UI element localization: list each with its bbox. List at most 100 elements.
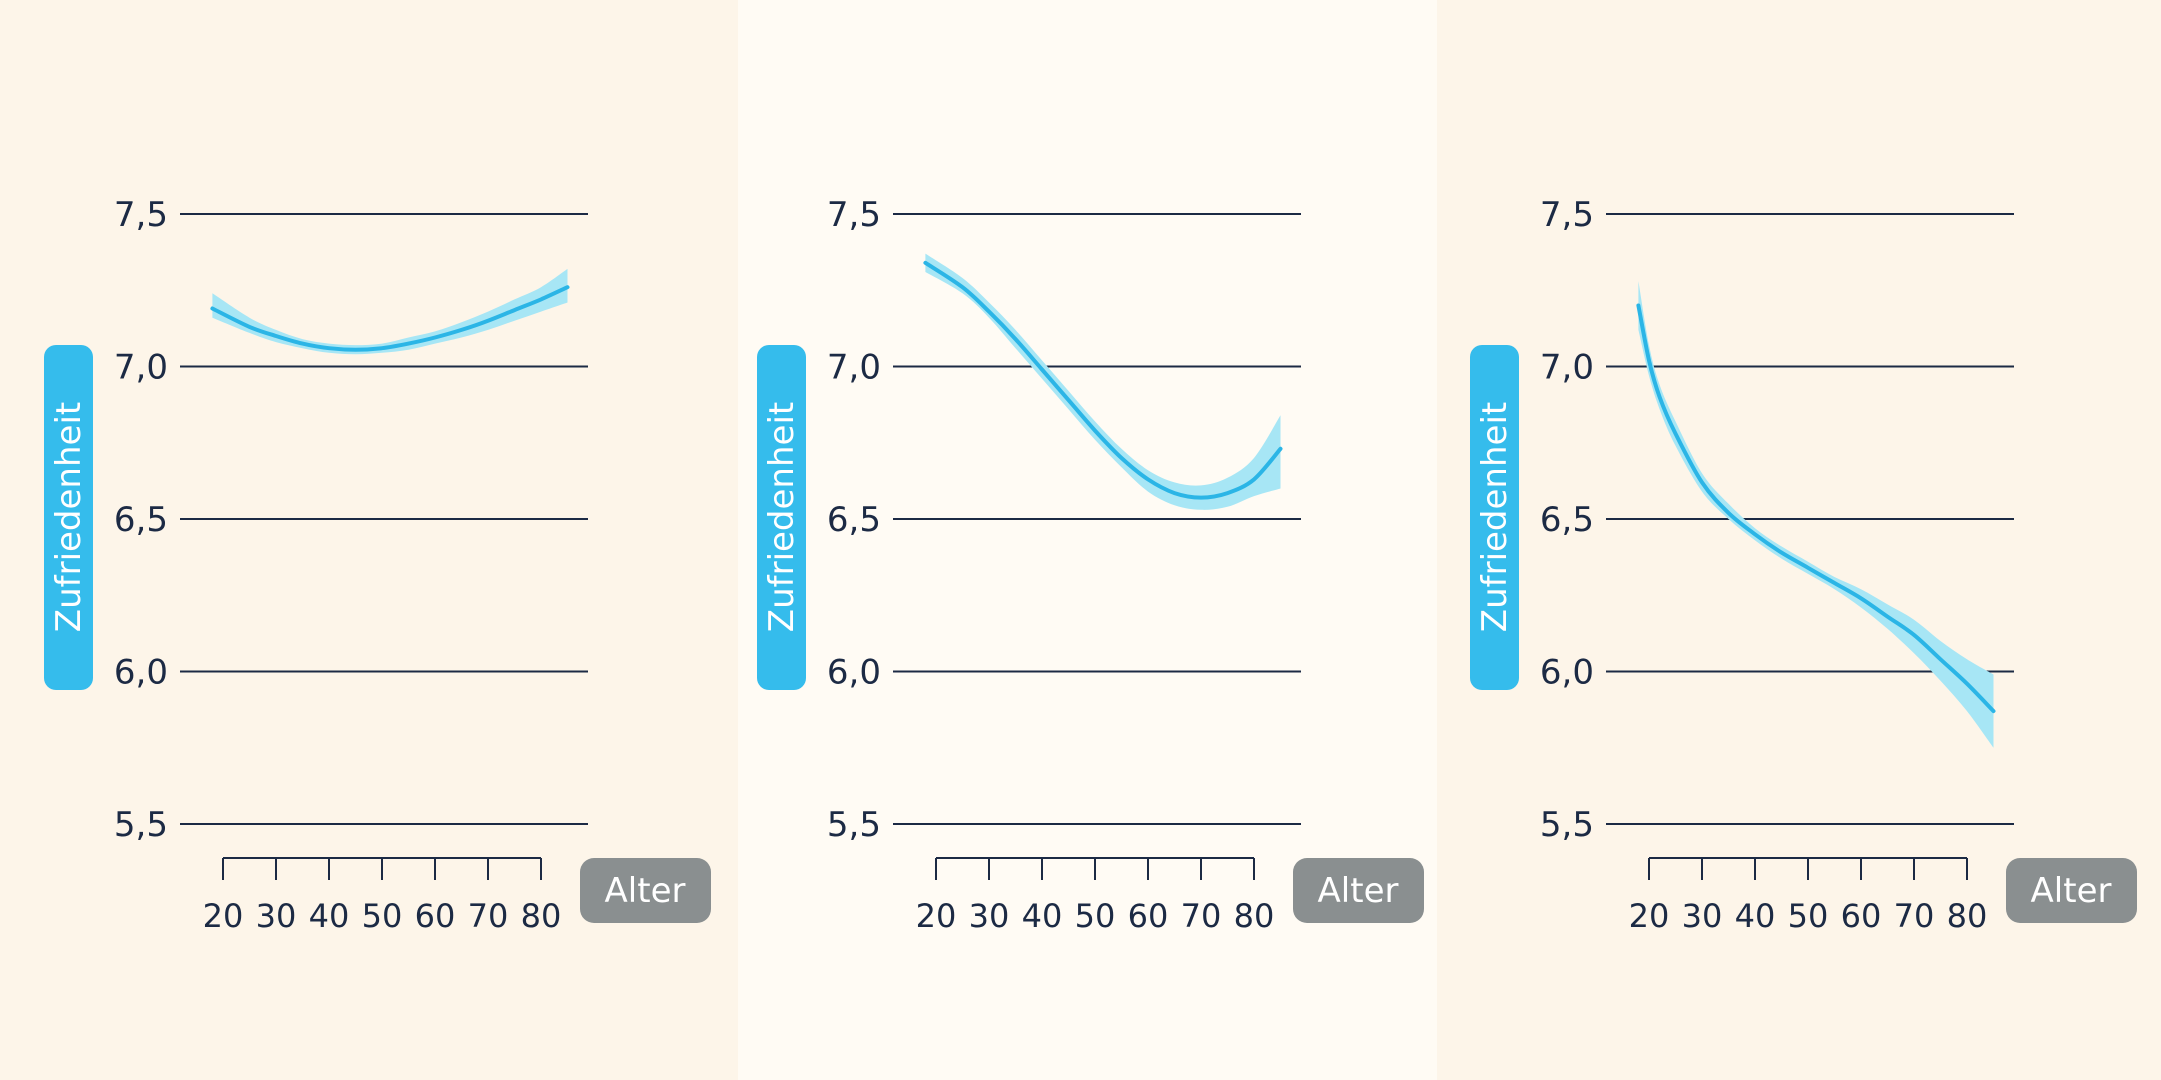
data-point: [433, 336, 437, 340]
data-point: [513, 308, 517, 312]
y-tick-label: 6,5: [1540, 500, 1594, 540]
x-tick-label: 30: [969, 897, 1010, 935]
x-tick-label: 80: [1947, 897, 1988, 935]
y-axis-label-pill: [44, 345, 93, 690]
x-tick-label: 40: [1022, 897, 1063, 935]
x-tick-label: 20: [203, 897, 244, 935]
series-line: [1636, 303, 1996, 714]
data-point: [274, 334, 278, 338]
x-tick-label: 60: [1841, 897, 1882, 935]
data-point: [1093, 429, 1097, 433]
x-tick-label: 40: [1735, 897, 1776, 935]
x-axis-label-pill: [580, 858, 711, 923]
data-point: [407, 342, 411, 346]
chart-panel-3: 5,5 6,0 6,5 7,0 7,5 20 30 40 50 60 70 80 Zufriedenhe…: [1470, 195, 2137, 935]
data-point: [1040, 368, 1044, 372]
x-tick-label: 70: [1181, 897, 1222, 935]
x-tick-label: 30: [1682, 897, 1723, 935]
y-axis-label-pill: [757, 345, 806, 690]
data-point: [460, 328, 464, 332]
data-point: [1146, 477, 1150, 481]
y-tick-label: 6,0: [827, 653, 881, 693]
data-point: [1647, 358, 1651, 362]
y-tick-label: 5,5: [1540, 805, 1594, 845]
data-point: [354, 348, 358, 352]
y-tick-label: 5,5: [114, 805, 168, 845]
x-tick-label: 60: [1128, 897, 1169, 935]
data-point: [1780, 551, 1784, 555]
data-point: [1806, 566, 1810, 570]
y-tick-label: 7,0: [114, 348, 168, 388]
data-point: [1067, 398, 1071, 402]
data-point: [1727, 511, 1731, 515]
data-point: [1859, 596, 1863, 600]
y-tick-label: 5,5: [827, 805, 881, 845]
data-point: [1252, 477, 1256, 481]
x-tick-label: 60: [415, 897, 456, 935]
data-point: [1700, 480, 1704, 484]
data-point: [566, 285, 570, 289]
data-point: [1279, 447, 1283, 451]
data-point: [1636, 304, 1640, 308]
y-tick-label: 6,0: [114, 653, 168, 693]
data-point: [248, 325, 252, 329]
y-tick-label: 6,5: [114, 500, 168, 540]
x-tick-label: 50: [1075, 897, 1116, 935]
confidence-band: [925, 253, 1281, 510]
series-line: [210, 285, 570, 352]
chart-panel-2: 5,5 6,0 6,5 7,0 7,5 20 30 40 50 60 70 80 Zufriedenhe…: [757, 195, 1424, 935]
data-point: [1120, 456, 1124, 460]
x-tick-label: 20: [916, 897, 957, 935]
data-point: [1912, 633, 1916, 637]
y-tick-label: 7,0: [827, 348, 881, 388]
data-point: [1886, 615, 1890, 619]
data-point: [380, 346, 384, 350]
data-point: [301, 342, 305, 346]
y-tick-label: 7,5: [114, 195, 168, 235]
x-tick-label: 70: [468, 897, 509, 935]
y-axis-label: Zufriedenheit: [762, 402, 802, 632]
x-axis-label-pill: [1293, 858, 1424, 923]
data-point: [923, 261, 927, 265]
data-point: [1992, 709, 1996, 713]
data-point: [1014, 337, 1018, 341]
x-tick-label: 40: [309, 897, 350, 935]
data-point: [1965, 682, 1969, 686]
x-axis-label: Alter: [605, 871, 686, 911]
confidence-band: [1638, 281, 1994, 748]
x-tick-label: 50: [1788, 897, 1829, 935]
x-tick-label: 50: [362, 897, 403, 935]
y-axis-label: Zufriedenheit: [49, 402, 89, 632]
y-axis-label: Zufriedenheit: [1475, 402, 1515, 632]
x-axis-label: Alter: [1318, 871, 1399, 911]
confidence-band: [212, 268, 568, 355]
y-tick-label: 7,5: [827, 195, 881, 235]
data-point: [961, 285, 965, 289]
x-axis-label-pill: [2006, 858, 2137, 923]
y-tick-label: 6,5: [827, 500, 881, 540]
data-point: [1658, 395, 1662, 399]
data-point: [1173, 491, 1177, 495]
data-point: [210, 307, 214, 311]
chart-panel-1: 5,5 6,0 6,5 7,0 7,5 20 30 40 50 60 70 80 Zufriedenhe…: [44, 195, 711, 935]
x-tick-label: 80: [521, 897, 562, 935]
data-point: [327, 346, 331, 350]
x-axis-label: Alter: [2031, 871, 2112, 911]
data-point: [1833, 581, 1837, 585]
data-point: [1674, 432, 1678, 436]
x-tick-label: 70: [1894, 897, 1935, 935]
y-axis-label-pill: [1470, 345, 1519, 690]
data-point: [1753, 532, 1757, 536]
data-point: [486, 319, 490, 323]
y-tick-label: 7,5: [1540, 195, 1594, 235]
x-tick-label: 20: [1629, 897, 1670, 935]
y-tick-label: 7,0: [1540, 348, 1594, 388]
data-point: [987, 310, 991, 314]
x-tick-label: 30: [256, 897, 297, 935]
data-point: [1226, 491, 1230, 495]
data-point: [1939, 657, 1943, 661]
data-point: [539, 297, 543, 301]
y-tick-label: 6,0: [1540, 653, 1594, 693]
